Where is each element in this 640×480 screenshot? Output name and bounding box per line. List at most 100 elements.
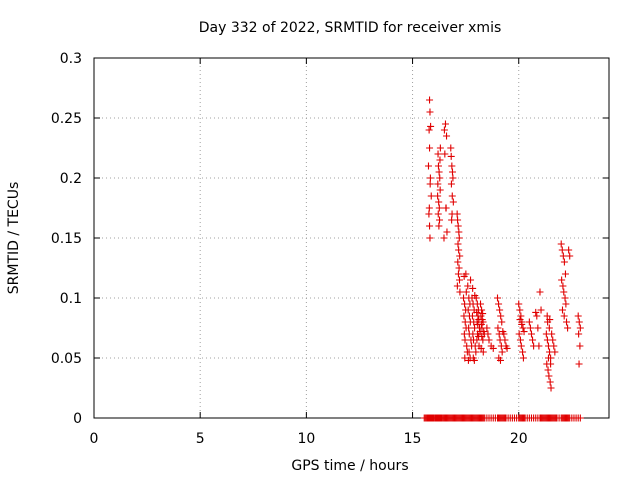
data-point: [469, 284, 477, 292]
data-point: [560, 288, 568, 296]
data-point: [454, 216, 462, 224]
data-point: [467, 276, 475, 284]
data-point: [443, 132, 451, 140]
data-point: [535, 342, 543, 350]
data-point: [558, 306, 566, 314]
data-point: [500, 330, 508, 338]
data-point: [545, 324, 553, 332]
data-point: [448, 168, 456, 176]
data-point: [453, 210, 461, 218]
data-point: [472, 294, 480, 302]
axis-ticks: 0 0.05 0.1 0.15 0.2 0.25 0.3 0 5 10 15 20: [51, 51, 609, 447]
y-axis-label: SRMTID / TECUs: [6, 182, 22, 295]
data-point: [546, 316, 554, 324]
data-point: [534, 324, 542, 332]
data-point: [426, 174, 434, 182]
data-point: [532, 308, 540, 316]
data-point: [494, 324, 502, 332]
y-tick-label: 0.1: [60, 291, 82, 307]
y-tick-label: 0.3: [60, 51, 82, 67]
data-point: [470, 356, 478, 364]
data-point: [560, 258, 568, 266]
data-point: [519, 354, 527, 362]
data-point: [525, 318, 533, 326]
data-point: [515, 300, 523, 308]
data-point: [465, 348, 473, 356]
data-point: [494, 294, 502, 302]
data-point: [447, 144, 455, 152]
data-point: [436, 174, 444, 182]
data-point: [435, 222, 443, 230]
data-point: [576, 342, 584, 350]
data-point: [442, 204, 450, 212]
data-point: [425, 126, 433, 134]
data-point: [558, 246, 566, 254]
data-point: [453, 282, 461, 290]
data-point: [454, 222, 462, 230]
data-point: [557, 240, 565, 248]
data-point: [574, 312, 582, 320]
data-point: [529, 336, 537, 344]
data-point: [558, 276, 566, 284]
data-point: [498, 318, 506, 326]
data-point: [498, 348, 506, 356]
data-point: [496, 356, 504, 364]
data-point: [551, 348, 559, 356]
data-point: [441, 120, 449, 128]
data-point: [560, 312, 568, 320]
data-point: [447, 180, 455, 188]
data-point: [434, 162, 442, 170]
data-point: [516, 306, 524, 314]
data-point: [460, 272, 468, 280]
data-point: [483, 324, 491, 332]
data-point: [465, 324, 473, 332]
data-point: [448, 216, 456, 224]
data-point: [448, 192, 456, 200]
data-point: [544, 354, 552, 362]
plot-frame: [93, 57, 610, 419]
data-point: [454, 240, 462, 248]
y-tick-label: 0.2: [60, 171, 82, 187]
data-point: [449, 174, 457, 182]
data-point: [436, 186, 444, 194]
data-point: [527, 330, 535, 338]
data-point: [516, 336, 524, 344]
data-point: [520, 328, 528, 336]
data-point: [455, 234, 463, 242]
data-point: [426, 234, 434, 242]
data-point: [559, 252, 567, 260]
data-point: [435, 168, 443, 176]
y-tick-label: 0.15: [51, 231, 82, 247]
data-point: [517, 342, 525, 350]
x-axis-label: GPS time / hours: [291, 458, 408, 474]
y-tick-label: 0.05: [51, 351, 82, 367]
data-point: [515, 330, 523, 338]
data-point: [519, 324, 527, 332]
chart-title: Day 332 of 2022, SRMTID for receiver xmi…: [199, 20, 502, 36]
data-point: [441, 150, 449, 158]
data-point: [546, 378, 554, 386]
data-point: [479, 348, 487, 356]
data-point: [496, 306, 504, 314]
data-point: [543, 312, 551, 320]
data-point: [436, 144, 444, 152]
data-point: [472, 348, 480, 356]
data-point: [477, 344, 485, 352]
data-point: [454, 258, 462, 266]
data-point: [503, 344, 511, 352]
data-point: [456, 252, 464, 260]
x-tick-label: 15: [404, 431, 422, 447]
data-point: [576, 324, 584, 332]
data-point: [464, 306, 472, 314]
x-tick-label: 10: [297, 431, 315, 447]
data-point: [434, 210, 442, 218]
x-tick-label: 0: [90, 431, 99, 447]
data-point: [550, 342, 558, 350]
data-point: [436, 216, 444, 224]
data-point: [575, 318, 583, 326]
data-point: [426, 108, 434, 116]
data-point: [501, 336, 509, 344]
data-point: [548, 330, 556, 338]
data-point: [561, 294, 569, 302]
